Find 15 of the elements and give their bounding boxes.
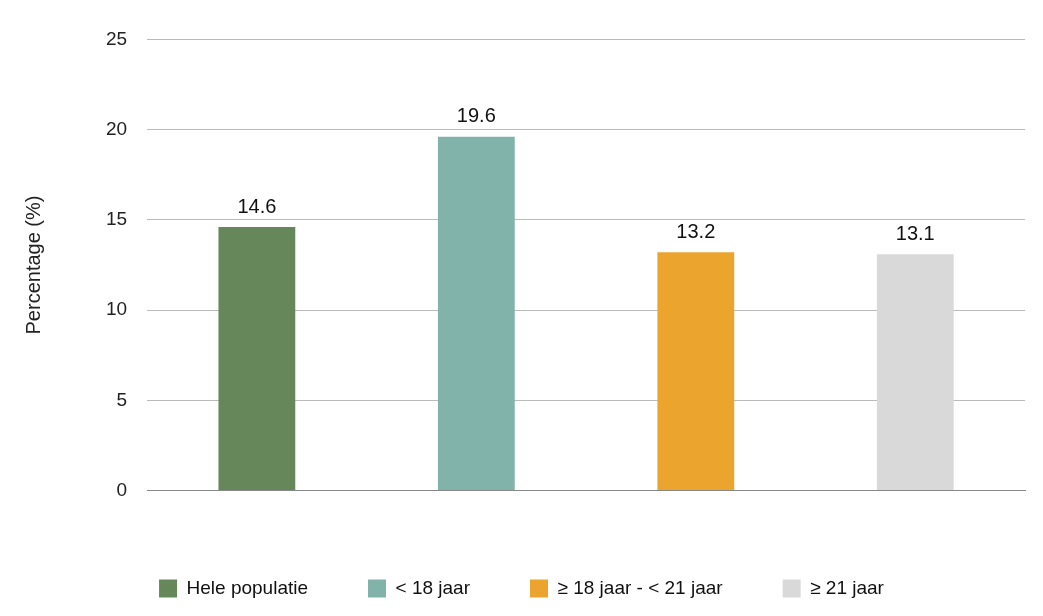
y-axis-title: Percentage (%): [21, 195, 44, 335]
legend-label: ≥ 21 jaar: [810, 576, 885, 598]
legend-label: ≥ 18 jaar - < 21 jaar: [557, 576, 724, 598]
data-label: 13.2: [676, 219, 716, 242]
y-tick-label: 25: [105, 27, 128, 49]
y-tick-label: 5: [116, 388, 128, 410]
legend-label: < 18 jaar: [395, 576, 471, 598]
data-label: 14.6: [237, 194, 277, 217]
data-label: 13.1: [895, 221, 935, 244]
legend-label: Hele populatie: [186, 576, 309, 598]
y-tick-label: 15: [105, 208, 128, 230]
data-label: 19.6: [456, 104, 496, 127]
y-tick-label: 0: [116, 478, 128, 500]
y-tick-label: 20: [105, 117, 128, 139]
y-tick-label: 10: [105, 298, 128, 320]
